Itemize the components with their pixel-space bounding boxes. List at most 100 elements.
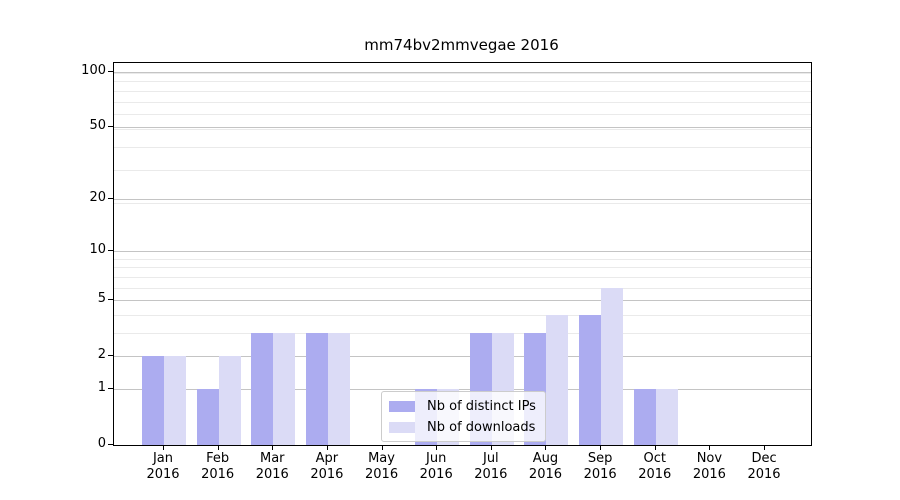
x-tick-month: Jul [482,451,499,466]
minor-gridline [114,276,811,278]
bar-downloads-apr [327,332,350,445]
x-tick-label-oct-2016: Oct 2016 [623,451,687,483]
x-tick-label-aug-2016: Aug 2016 [513,451,577,483]
minor-gridline [114,314,811,316]
y-tickmark [108,355,113,357]
x-tick-month: Aug [532,451,559,466]
bar-distinct-ips-oct [633,388,656,445]
x-tick-month: Nov [696,451,723,466]
x-tick-year: 2016 [146,467,180,482]
x-tickmark [654,445,656,450]
x-tick-month: May [368,451,395,466]
x-tick-month: Dec [751,451,777,466]
bar-downloads-aug [546,314,569,445]
bar-distinct-ips-mar [251,332,274,445]
x-tickmark [600,445,602,450]
minor-gridline [114,202,811,204]
x-tick-year: 2016 [474,467,508,482]
y-tickmark [108,250,113,252]
legend-label-distinct-ips: Nb of distinct IPs [427,398,536,414]
x-tick-label-jun-2016: Jun 2016 [404,451,468,483]
x-tickmark [217,445,219,450]
bar-downloads-sep [601,287,624,445]
major-gridline-10 [114,251,811,253]
x-tick-label-dec-2016: Dec 2016 [732,451,796,483]
legend-swatch-distinct-ips [389,400,415,412]
bar-downloads-mar [273,332,296,445]
y-tickmark [108,299,113,301]
x-tick-label-feb-2016: Feb 2016 [186,451,250,483]
y-tick-label-10: 10 [89,242,106,258]
x-tick-month: Apr [315,451,339,466]
x-tick-label-jul-2016: Jul 2016 [459,451,523,483]
y-tickmark [108,444,113,445]
minor-gridline [114,81,811,83]
x-tick-label-sep-2016: Sep 2016 [568,451,632,483]
y-tick-label-5: 5 [97,291,106,307]
y-tick-label-1: 1 [97,379,106,395]
x-tickmark [381,445,383,450]
chart-title: mm74bv2mmvegae 2016 [364,36,559,54]
minor-gridline [114,170,811,172]
x-tick-label-nov-2016: Nov 2016 [677,451,741,483]
x-tick-month: Sep [587,451,613,466]
minor-gridline [114,332,811,334]
y-tickmark [108,387,113,389]
major-gridline-1 [114,388,811,390]
minor-gridline [114,101,811,103]
x-tick-year: 2016 [310,467,344,482]
x-tick-year: 2016 [528,467,563,482]
bar-distinct-ips-jan [142,356,164,445]
x-tickmark [709,445,711,450]
minor-gridline [114,90,811,92]
x-tickmark [436,445,438,450]
x-tick-label-apr-2016: Apr 2016 [295,451,359,483]
x-tick-month: Mar [260,451,285,466]
x-tick-year: 2016 [255,467,289,482]
x-tick-month: Jan [152,451,174,466]
legend-swatch-downloads [389,421,415,433]
x-tick-month: Jun [426,451,447,466]
x-tickmark [326,445,328,450]
legend-item-distinct-ips: Nb of distinct IPs [389,397,536,415]
x-tick-year: 2016 [692,467,726,482]
x-tick-year: 2016 [419,467,453,482]
minor-gridline [114,267,811,269]
x-tick-year: 2016 [201,467,235,482]
minor-gridline [114,128,811,130]
minor-gridline [114,146,811,148]
legend-label-downloads: Nb of downloads [427,419,536,435]
bar-downloads-jan [164,356,186,445]
x-tick-label-may-2016: May 2016 [350,451,414,483]
x-tick-month: Oct [643,451,666,466]
x-tick-label-jan-2016: Jan 2016 [131,451,195,483]
minor-gridline [114,72,811,74]
y-tickmark [108,197,113,199]
x-tick-month: Feb [206,451,230,466]
x-tick-year: 2016 [583,467,617,482]
x-tickmark [764,445,766,450]
bar-downloads-feb [218,356,241,445]
y-tick-label-2: 2 [97,347,106,363]
x-tick-year: 2016 [638,467,672,482]
y-tick-label-20: 20 [89,189,106,205]
bar-distinct-ips-feb [196,388,219,445]
major-gridline-50 [114,127,811,129]
y-tickmark [108,71,113,73]
x-tickmark [272,445,274,450]
legend: Nb of distinct IPs Nb of downloads [381,391,546,442]
x-tickmark [545,445,547,450]
major-gridline-20 [114,198,811,200]
bar-distinct-ips-sep [579,314,602,445]
y-tickmark [108,126,113,128]
bar-downloads-oct [655,388,678,445]
x-tickmark [490,445,492,450]
minor-gridline [114,114,811,116]
y-tick-label-100: 100 [81,63,106,79]
plot-area [113,62,812,446]
x-tick-year: 2016 [365,467,399,482]
x-tickmark [163,445,164,450]
minor-gridline [114,287,811,289]
major-gridline-100 [114,72,811,74]
